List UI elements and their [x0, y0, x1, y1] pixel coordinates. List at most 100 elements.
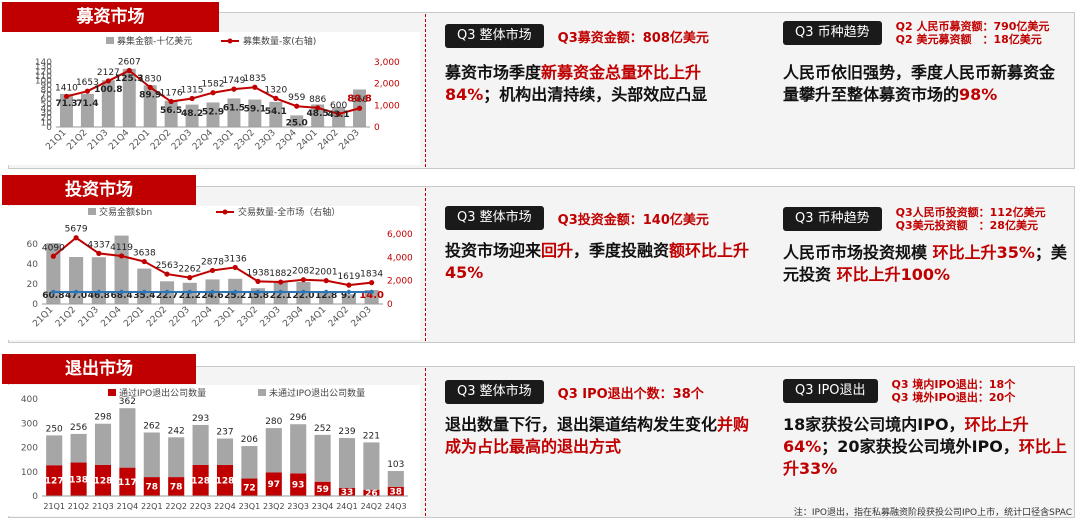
category-label: 24Q2 — [361, 502, 383, 511]
count-label-21Q4: 4119 — [110, 243, 133, 253]
count-point-24Q3 — [369, 280, 375, 286]
bar-24Q1 — [311, 104, 325, 127]
category-label: 21Q4 — [107, 128, 131, 152]
bar-23Q2 — [248, 99, 262, 127]
left-axis-tick: 40 — [41, 104, 53, 114]
count-label-23Q1: 1749 — [222, 76, 245, 86]
bar-value-21Q3: 100.8 — [94, 85, 122, 95]
bar-value-24Q1: 12.8 — [315, 291, 337, 301]
left-axis-tick: 70 — [41, 91, 53, 101]
count-point-22Q2 — [168, 98, 174, 105]
fundraising-amount-headline: Q3募资金额：808亿美元 — [557, 30, 709, 46]
bar-value-23Q2: 15.8 — [247, 291, 269, 301]
right-axis-tick: 3,000 — [374, 58, 400, 68]
ipo-bar-21Q3 — [94, 464, 112, 496]
exit-ipo-text: 18家获投公司境内IPO，环比上升64%；20家获投公司境外IPO，环比上升33… — [783, 414, 1068, 480]
investment-currency-line-2: Q3美元投资额 ：28亿美元 — [895, 219, 1038, 232]
exit-ipo-line-1: Q3 境内IPO退出：18个 — [891, 378, 1016, 391]
bar-value-22Q4: 24.6 — [201, 291, 223, 301]
category-label: 23Q4 — [312, 502, 334, 511]
amount-trend-point-23Q1 — [233, 289, 238, 295]
category-label: 23Q2 — [263, 502, 285, 511]
ipo-value-23Q4: 59 — [316, 485, 329, 495]
legend-bar-label: 交易金额$bn — [99, 206, 152, 218]
body-text-0: 投资市场迎来 — [445, 241, 542, 260]
total-value-22Q2: 242 — [168, 426, 185, 436]
total-value-21Q3: 298 — [94, 413, 111, 423]
left-axis-tick: 40 — [27, 260, 39, 270]
non-ipo-bar-21Q2 — [70, 433, 87, 463]
left-axis-tick: 90 — [41, 81, 53, 91]
total-value-24Q2: 221 — [363, 431, 380, 441]
count-point-24Q2 — [336, 111, 342, 117]
highlight-text-1: 新募资金总量环比上升84% — [445, 63, 702, 104]
count-label-21Q2: 1653 — [76, 78, 99, 88]
ipo-value-24Q2: 26 — [365, 489, 378, 499]
bar-value-24Q1: 48.5 — [307, 109, 329, 119]
count-point-23Q4 — [300, 277, 307, 283]
category-label: 21Q3 — [92, 502, 114, 511]
investment-currency: Q3 币种趋势 Q3人民币投资额：112亿美元 Q3美元投资额 ：28亿美元 人… — [783, 206, 1068, 286]
bar-value-22Q3: 21.2 — [179, 291, 201, 301]
body-text-0: 人民币市场投资规模 — [783, 243, 933, 262]
amount-trend-point-22Q1 — [142, 289, 147, 295]
bar-21Q2 — [80, 93, 94, 127]
fundraising-title: 募资市场 — [2, 2, 219, 32]
category-label: 22Q4 — [214, 502, 236, 511]
category-label: 21Q1 — [43, 502, 65, 511]
total-value-21Q4: 362 — [119, 397, 136, 407]
total-value-22Q1: 262 — [143, 421, 160, 431]
bar-value-23Q4: 25.0 — [286, 118, 308, 128]
ipo-bar-21Q2 — [70, 462, 87, 496]
right-axis-tick: 1,000 — [374, 101, 400, 111]
ipo-bar-24Q2 — [363, 489, 380, 496]
bar-value-21Q4: 125.3 — [115, 74, 143, 84]
count-point-23Q4 — [294, 103, 300, 109]
fundraising-overall-text: 募资市场季度新募资金总量环比上升84%；机构出清持续，头部效应凸显 — [445, 62, 755, 106]
bar-23Q4 — [290, 115, 304, 127]
count-point-21Q2 — [73, 235, 79, 241]
count-label-23Q1: 3136 — [224, 254, 247, 264]
ipo-value-22Q4: 128 — [216, 476, 235, 486]
left-axis-tick: 60 — [41, 95, 53, 105]
fundraising-chart: 010203040506070809010011012013014001,000… — [35, 35, 400, 152]
count-point-21Q2 — [84, 88, 90, 94]
fundraising-currency-text: 人民币依旧强势，季度人民币新募资金量攀升至整体募资市场的98% — [783, 62, 1068, 106]
right-axis-tick: 0 — [374, 123, 380, 133]
fundraising-currency-line-2: Q2 美元募资额 ：18亿美元 — [895, 33, 1042, 46]
category-label: 24Q3 — [350, 305, 374, 329]
count-point-23Q2 — [255, 278, 261, 284]
count-label-22Q4: 1582 — [202, 80, 225, 90]
body-text-2: ；20家获投公司境外IPO， — [821, 437, 1019, 456]
category-label: 24Q1 — [296, 128, 320, 152]
legend-line-label: 交易数量-全市场（右轴） — [238, 206, 340, 218]
count-label-22Q1: 3638 — [133, 249, 156, 259]
highlight-text-1: 环比上升35% — [932, 243, 1035, 262]
amount-trend-point-21Q4 — [119, 289, 124, 295]
bar-24Q3 — [364, 290, 379, 304]
bar-24Q1 — [319, 291, 334, 304]
amount-trend-point-21Q3 — [96, 289, 102, 295]
bar-22Q1 — [137, 268, 152, 304]
investment-currency-text: 人民币市场投资规模 环比上升35%；美元投资 环比上升100% — [783, 242, 1068, 286]
category-label: 22Q1 — [128, 128, 152, 152]
total-value-21Q2: 256 — [70, 423, 87, 433]
category-label: 21Q4 — [99, 305, 123, 329]
count-label-23Q2: 1938 — [247, 268, 270, 278]
left-axis-tick: 80 — [41, 86, 53, 96]
left-axis-tick: 10 — [41, 118, 53, 128]
highlight-text-1: 98% — [959, 85, 998, 104]
bar-value-23Q3: 22.1 — [270, 291, 292, 301]
bar-value-21Q1: 60.8 — [42, 291, 64, 301]
non-ipo-bar-21Q1 — [46, 435, 63, 466]
exit-overall-tag: Q3 整体市场 — [445, 380, 544, 404]
non-ipo-bar-22Q3 — [192, 424, 209, 465]
count-label-22Q2: 2563 — [156, 261, 179, 271]
non-ipo-bar-23Q3 — [290, 424, 307, 474]
right-axis-tick: 0 — [387, 300, 393, 310]
legend-ipo-label: 通过IPO退出公司数量 — [119, 387, 206, 399]
count-label-23Q3: 1320 — [264, 85, 287, 95]
count-point-24Q1 — [315, 105, 321, 111]
amount-trend-point-23Q2 — [255, 289, 261, 295]
count-point-23Q1 — [231, 86, 237, 92]
